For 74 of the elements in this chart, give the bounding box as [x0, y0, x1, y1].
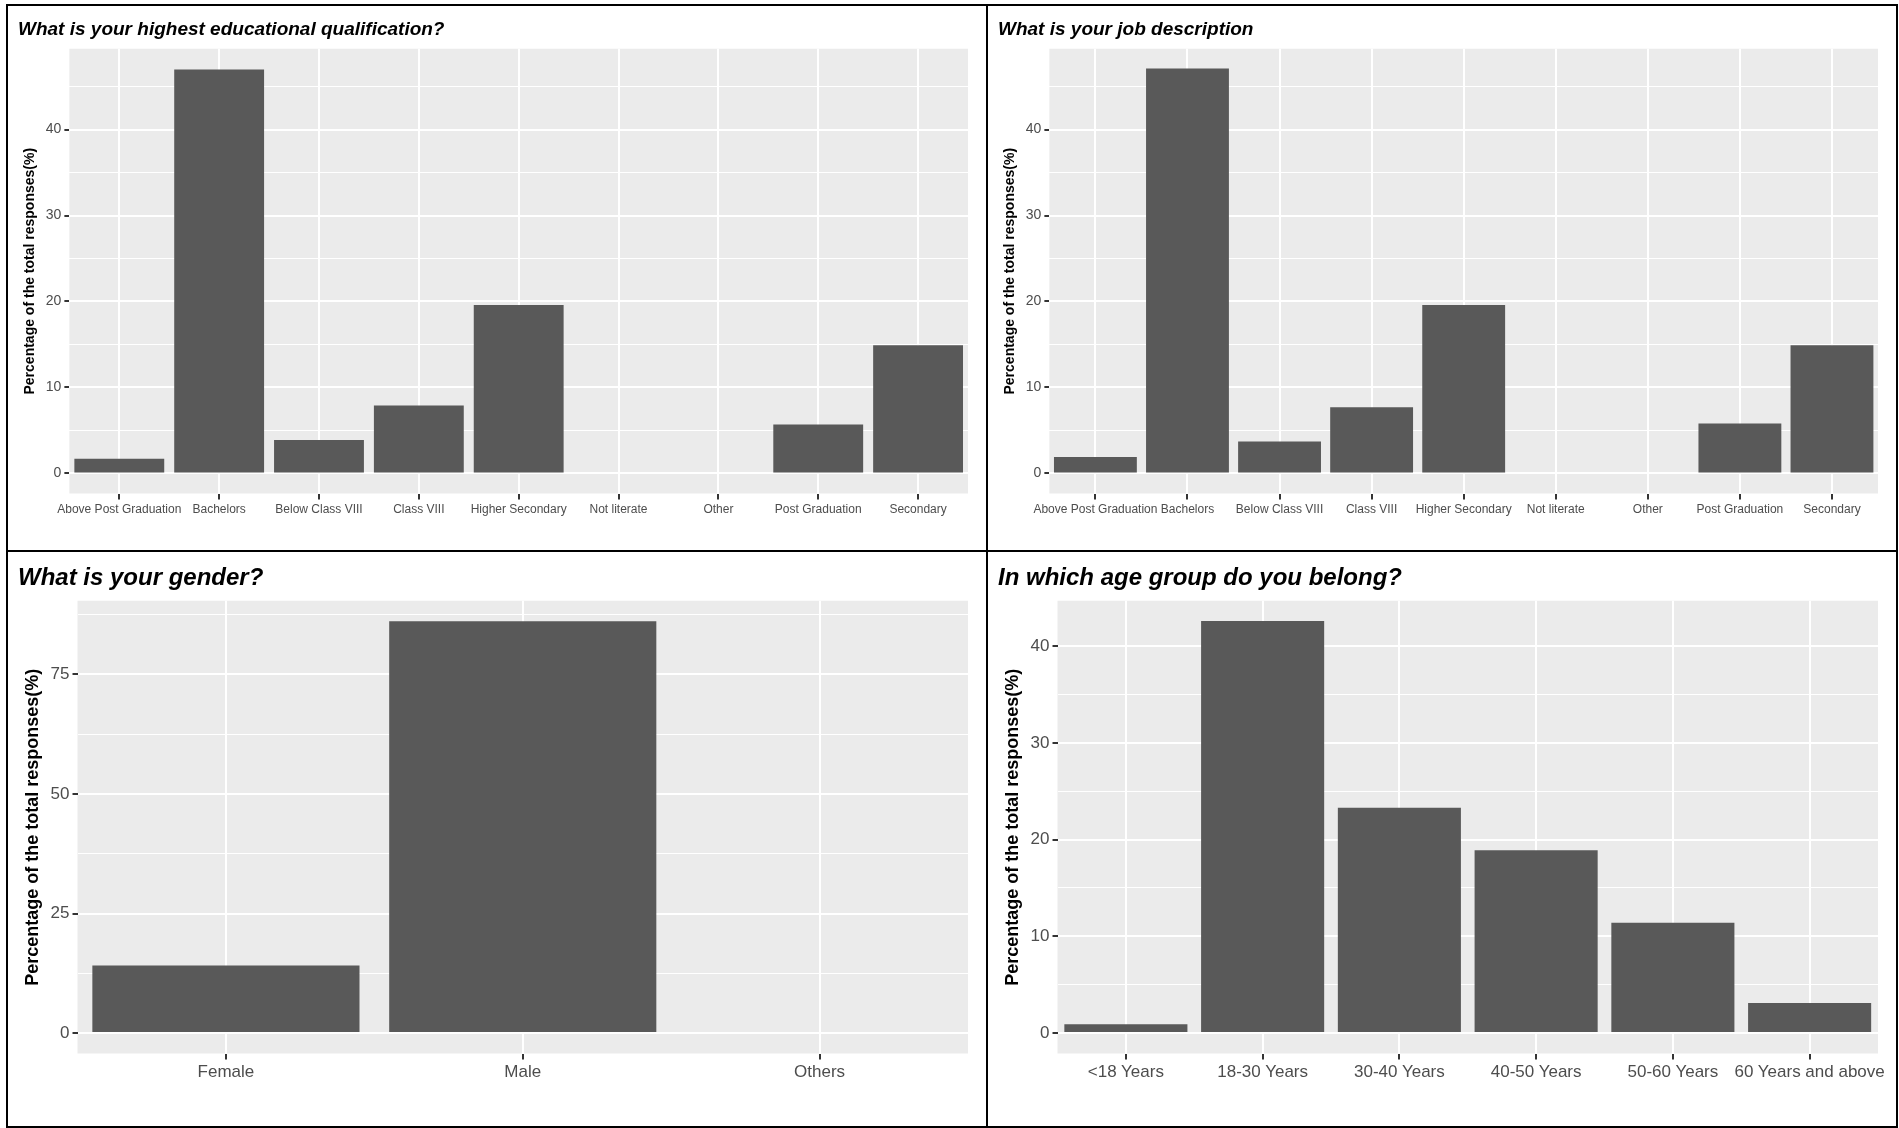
y-tick-label: 10 [45, 378, 62, 395]
x-tick-label: Not literate [589, 502, 648, 517]
x-tick-label: Class VIII [1345, 502, 1398, 517]
y-tick-label: 0 [1040, 1022, 1050, 1042]
x-tick-label: Other [703, 502, 734, 517]
bar [74, 458, 165, 473]
x-tick-label: Not literate [1526, 502, 1586, 517]
x-tick-label: <18 Years [1087, 1062, 1164, 1082]
bar [1337, 807, 1461, 1033]
y-tick-label: 10 [1025, 378, 1042, 395]
x-tick-label: Others [794, 1062, 846, 1082]
y-tick-label: 0 [53, 464, 62, 481]
y-tick-label: 30 [45, 206, 62, 223]
bar [1064, 1024, 1188, 1033]
x-tick-label: Below Class VIII [1235, 502, 1324, 517]
bar [1790, 345, 1874, 473]
bar [1053, 457, 1137, 473]
x-tick-label: Bachelors [1160, 502, 1215, 517]
chart-title: In which age group do you belong? [998, 563, 1403, 591]
x-tick-label: 30-40 Years [1354, 1062, 1445, 1082]
bar [1422, 304, 1506, 473]
bar [1748, 1003, 1872, 1033]
y-tick-label: 20 [1030, 829, 1050, 849]
y-tick-label: 0 [1033, 464, 1042, 481]
x-tick-label: Below Class VIII [275, 502, 363, 517]
x-tick-label: Other [1632, 502, 1663, 517]
bar [473, 304, 564, 473]
y-tick-label: 40 [1030, 635, 1050, 655]
x-tick-label: Above Post Graduation [1033, 502, 1158, 517]
bar [1611, 922, 1735, 1033]
bar [274, 439, 364, 473]
y-tick-label: 50 [50, 783, 70, 803]
bar [873, 345, 964, 473]
chart-title: What is your highest educational qualification? [18, 17, 445, 39]
y-tick-label: 20 [1025, 292, 1042, 309]
chart-title: What is your job description [998, 17, 1254, 39]
x-tick-label: Secondary [1803, 502, 1861, 517]
x-tick-label: 18-30 Years [1217, 1062, 1309, 1082]
y-axis-title: Percentage of the total responses(%) [1001, 147, 1018, 395]
x-tick-label: Female [197, 1062, 255, 1082]
bar [373, 405, 464, 473]
x-tick-label: Above Post Graduation [57, 502, 182, 517]
bar [1474, 850, 1598, 1033]
y-tick-label: 0 [60, 1022, 70, 1042]
x-tick-label: Higher Secondary [470, 502, 567, 517]
y-axis-title: Percentage of the total responses(%) [1001, 668, 1022, 986]
x-tick-label: 40-50 Years [1490, 1062, 1582, 1082]
y-tick-label: 20 [45, 292, 62, 309]
x-tick-label: Secondary [889, 502, 947, 517]
y-tick-label: 40 [1025, 120, 1042, 137]
chart-title: What is your gender? [18, 563, 264, 591]
x-tick-label: Post Graduation [774, 502, 862, 517]
x-tick-label: Male [504, 1062, 542, 1082]
y-axis-title: Percentage of the total responses(%) [21, 147, 38, 395]
x-tick-label: Class VIII [393, 502, 445, 517]
y-tick-label: 40 [45, 120, 62, 137]
bar [1238, 441, 1321, 473]
bar [1698, 423, 1782, 473]
bar [1330, 407, 1414, 473]
x-tick-label: 60 Years and above [1734, 1062, 1885, 1082]
y-tick-label: 10 [1030, 926, 1050, 945]
x-tick-label: Higher Secondary [1415, 502, 1512, 517]
x-tick-label: Bachelors [192, 502, 246, 517]
y-axis-title: Percentage of the total responses(%) [21, 668, 42, 986]
y-tick-label: 30 [1025, 206, 1042, 223]
y-tick-label: 25 [50, 903, 70, 923]
bar [773, 424, 864, 473]
bar [1146, 68, 1229, 473]
bar [1201, 621, 1325, 1033]
bar [174, 69, 265, 473]
x-tick-label: Post Graduation [1696, 502, 1784, 517]
x-tick-label: 50-60 Years [1627, 1062, 1719, 1082]
y-tick-label: 30 [1030, 732, 1050, 752]
y-tick-label: 75 [50, 664, 70, 684]
